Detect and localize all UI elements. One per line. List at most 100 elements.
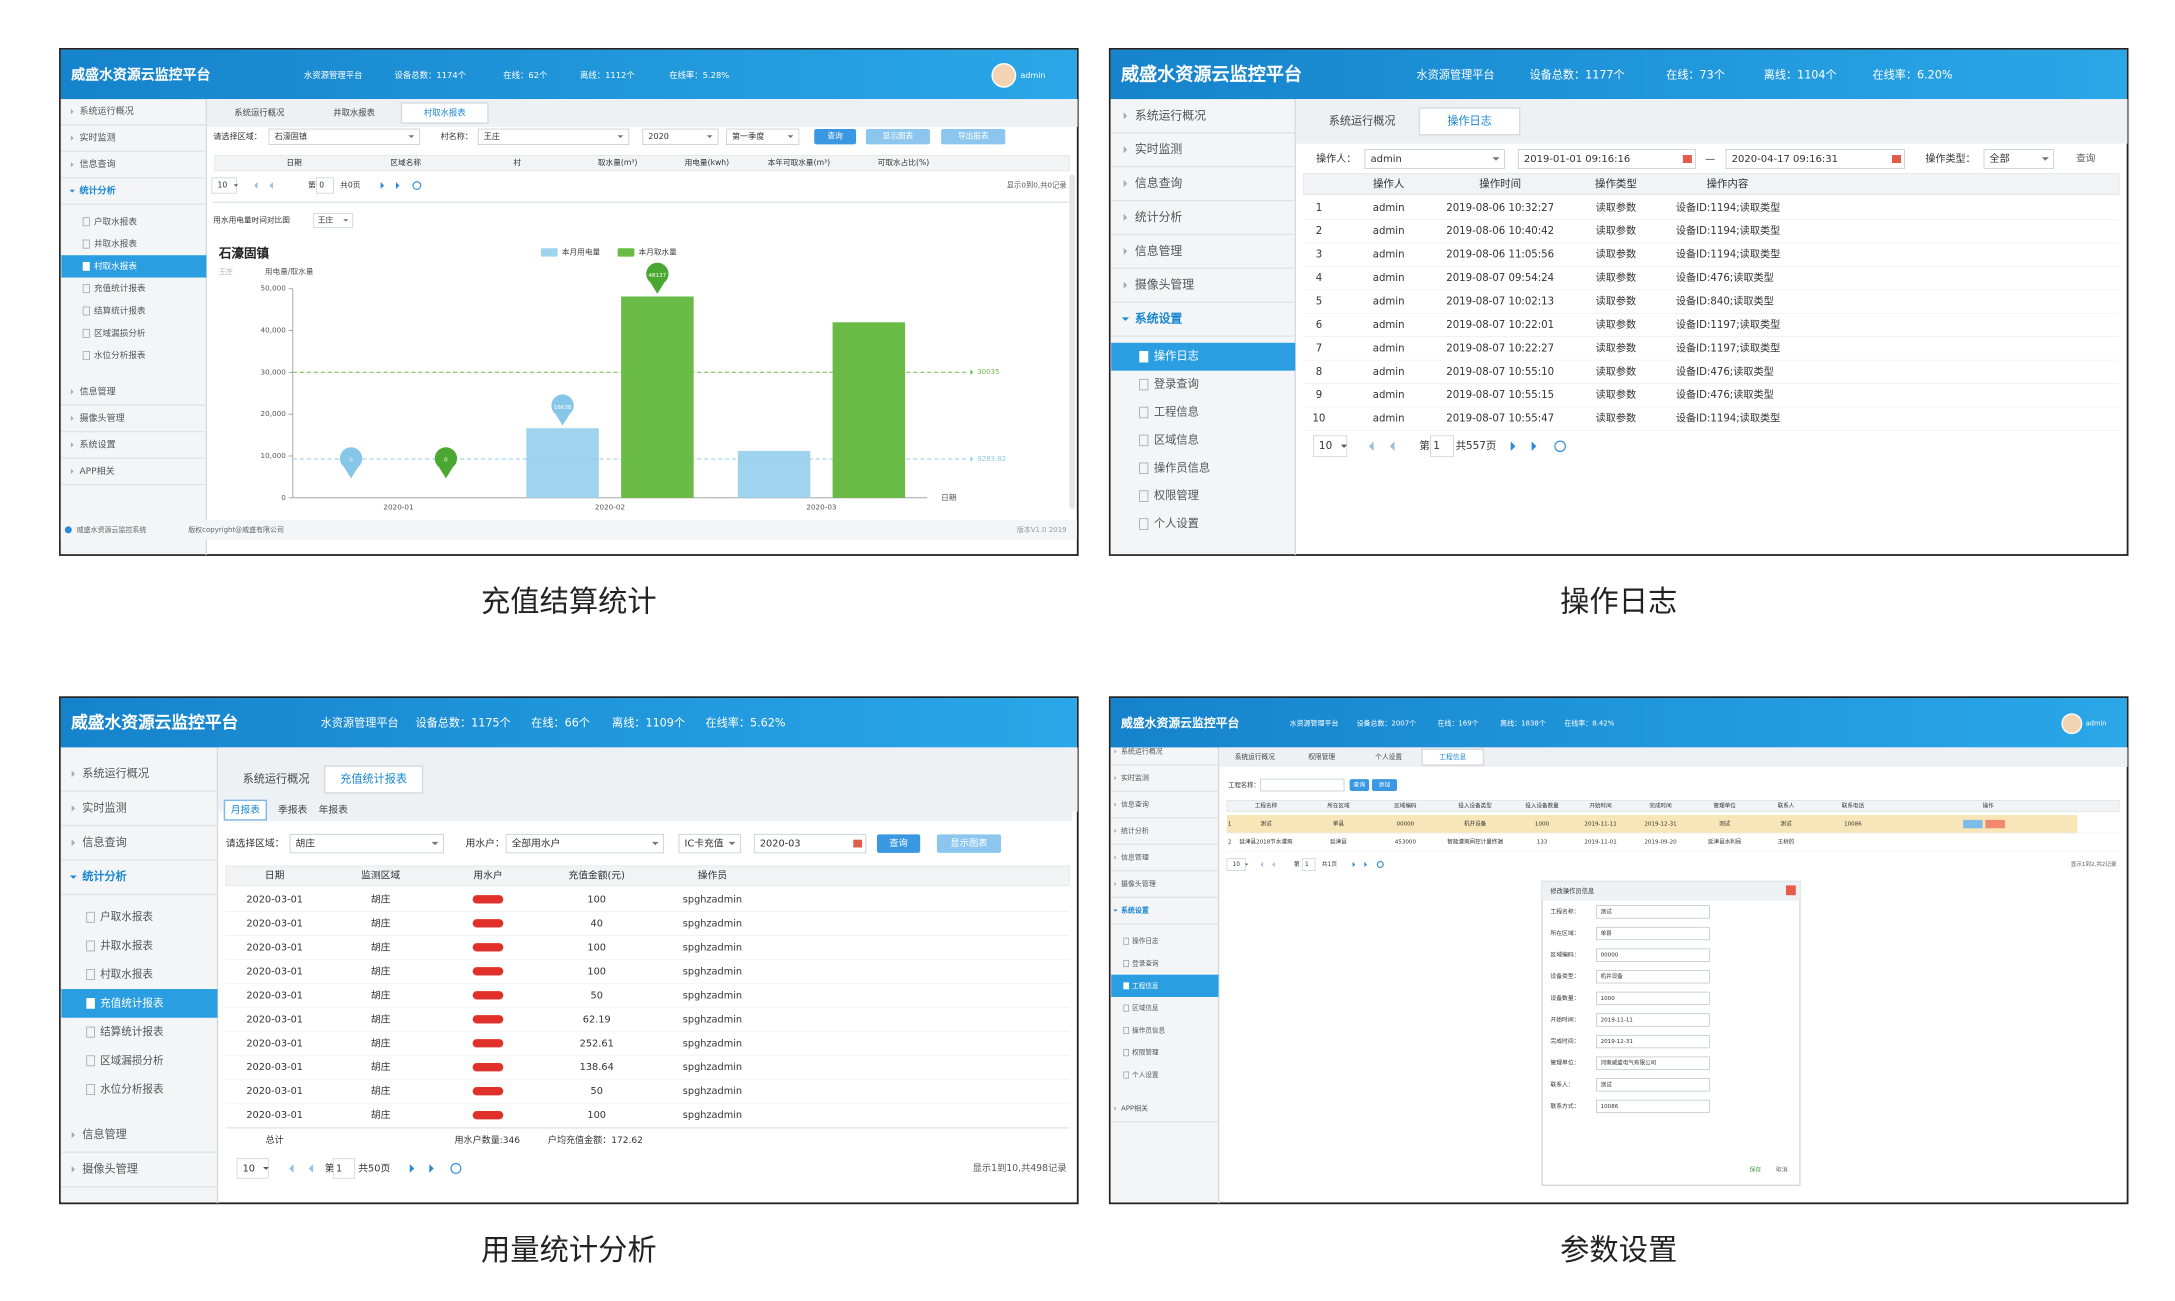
button-label[interactable]: 查询 xyxy=(827,131,843,141)
nav-item[interactable]: 信息查询 xyxy=(1135,176,1183,190)
nav-subitem[interactable]: 户取水报表 xyxy=(94,215,137,227)
nav-subitem[interactable]: 井取水报表 xyxy=(100,939,153,952)
nav-subitem[interactable]: 充值统计报表 xyxy=(94,282,146,294)
refresh-icon[interactable] xyxy=(1376,861,1384,869)
form-input[interactable] xyxy=(1596,1078,1710,1092)
nav-subitem[interactable]: 个人设置 xyxy=(1132,1070,1159,1079)
subtab-label[interactable]: 季报表 xyxy=(278,803,307,816)
input-value[interactable]: 2020-03 xyxy=(760,839,801,850)
nav-subitem[interactable]: 区域信息 xyxy=(1132,1003,1159,1012)
page-number[interactable]: 0 xyxy=(319,181,324,190)
select-value[interactable]: 石濠固镇 xyxy=(275,131,307,141)
edit-button[interactable] xyxy=(1963,819,1983,829)
nav-item[interactable]: 系统设置 xyxy=(1121,906,1149,915)
select-value[interactable]: IC卡充值 xyxy=(685,837,724,850)
nav-item[interactable]: 摄像头管理 xyxy=(82,1161,138,1175)
tab-label[interactable]: 工程信息 xyxy=(1439,752,1466,761)
nav-subitem[interactable]: 区域漏损分析 xyxy=(94,327,146,339)
subtab-label[interactable]: 年报表 xyxy=(319,803,348,816)
select-box[interactable] xyxy=(725,128,800,145)
nav-subitem[interactable]: 登录查询 xyxy=(1132,959,1159,968)
nav-item[interactable]: 实时监测 xyxy=(79,132,115,144)
select-value[interactable]: 全部用水户 xyxy=(512,837,561,850)
input-value[interactable]: 2020-04-17 09:16:31 xyxy=(1732,154,1838,165)
button-label[interactable]: 查询 xyxy=(889,837,908,849)
form-value[interactable]: 10086 xyxy=(1601,1104,1619,1110)
select-box[interactable] xyxy=(289,833,444,854)
tab[interactable] xyxy=(1224,749,1286,766)
page-size[interactable]: 10 xyxy=(1233,862,1241,868)
refresh-icon[interactable] xyxy=(412,181,422,190)
select-value[interactable]: 2020 xyxy=(648,131,669,141)
form-value[interactable]: 1000 xyxy=(1601,996,1616,1002)
input-box[interactable] xyxy=(1517,149,1696,169)
nav-item[interactable]: 摄像头管理 xyxy=(1121,879,1156,888)
input-box[interactable] xyxy=(1259,778,1345,792)
button[interactable] xyxy=(865,129,930,145)
refresh-icon[interactable] xyxy=(1554,440,1566,453)
page-number[interactable]: 1 xyxy=(1305,862,1309,868)
form-value[interactable]: 2019-12-31 xyxy=(1601,1039,1634,1045)
button-label[interactable]: 查询 xyxy=(2076,153,2095,165)
tab[interactable] xyxy=(216,102,303,124)
nav-item[interactable]: 系统设置 xyxy=(79,438,115,450)
nav-item[interactable]: 统计分析 xyxy=(1135,210,1183,224)
select-box[interactable] xyxy=(477,128,630,145)
tab[interactable] xyxy=(324,765,424,794)
form-value[interactable]: 测试 xyxy=(1601,907,1613,915)
nav-item[interactable]: 系统运行概况 xyxy=(79,105,133,117)
nav-subitem[interactable]: 工程信息 xyxy=(1154,405,1199,419)
button[interactable] xyxy=(876,834,921,853)
nav-subitem[interactable]: 结算统计报表 xyxy=(100,1025,164,1038)
page-input[interactable] xyxy=(1430,435,1454,458)
page-number[interactable]: 1 xyxy=(1433,440,1440,452)
select-value[interactable]: 第一季度 xyxy=(732,131,764,141)
page-size[interactable]: 10 xyxy=(1319,440,1332,452)
nav-item[interactable]: 信息管理 xyxy=(1121,853,1149,862)
select-box[interactable] xyxy=(678,833,741,854)
nav-item[interactable]: 系统运行概况 xyxy=(1135,108,1206,122)
nav-subitem[interactable]: 井取水报表 xyxy=(94,238,137,250)
form-value[interactable]: 00000 xyxy=(1601,953,1619,959)
page-input[interactable] xyxy=(332,1158,356,1179)
button[interactable] xyxy=(814,129,857,145)
form-value[interactable]: 测试 xyxy=(1601,1080,1613,1088)
tab-label[interactable]: 系统运行概况 xyxy=(234,108,285,118)
tab-label[interactable]: 充值统计报表 xyxy=(340,771,407,785)
nav-subitem[interactable]: 操作员信息 xyxy=(1132,1025,1165,1034)
form-input[interactable] xyxy=(1596,948,1710,962)
button[interactable] xyxy=(1371,779,1398,792)
select-value[interactable]: 王庄 xyxy=(318,214,334,224)
page-size[interactable]: 10 xyxy=(243,1163,255,1174)
tab-label[interactable]: 井取水报表 xyxy=(333,108,375,118)
nav-subitem[interactable]: 户取水报表 xyxy=(100,910,153,923)
nav-item[interactable]: 实时监测 xyxy=(1121,773,1149,782)
nav-item[interactable]: 实时监测 xyxy=(82,800,127,814)
nav-subitem[interactable]: 结算统计报表 xyxy=(94,305,146,317)
dialog-button[interactable]: 取消 xyxy=(1776,1165,1788,1173)
nav-subitem[interactable]: 区域信息 xyxy=(1154,432,1199,446)
form-input[interactable] xyxy=(1596,905,1710,919)
tab-label[interactable]: 权限管理 xyxy=(1308,752,1335,761)
nav-item[interactable]: 信息查询 xyxy=(1121,800,1149,809)
tab[interactable] xyxy=(1357,749,1420,766)
select-box[interactable] xyxy=(268,128,421,145)
form-input[interactable] xyxy=(1596,1099,1710,1114)
page-input[interactable] xyxy=(1301,858,1316,871)
nav-item[interactable]: 实时监测 xyxy=(1135,142,1182,156)
nav-item[interactable]: 信息查询 xyxy=(79,158,115,170)
tab-label[interactable]: 操作日志 xyxy=(1447,113,1492,127)
page-size-select[interactable] xyxy=(236,1158,269,1179)
form-input[interactable] xyxy=(1596,1056,1710,1070)
nav-subitem[interactable]: 操作日志 xyxy=(1154,349,1199,363)
nav-item[interactable]: 统计分析 xyxy=(82,869,127,883)
input-value[interactable]: 2019-01-01 09:16:16 xyxy=(1524,154,1630,165)
button-label[interactable]: 显示图表 xyxy=(883,131,914,141)
tab[interactable] xyxy=(400,102,489,124)
button-label[interactable]: 查询 xyxy=(1353,781,1365,789)
select-box[interactable] xyxy=(313,213,354,228)
nav-subitem[interactable]: 充值统计报表 xyxy=(100,996,164,1009)
nav-subitem[interactable]: 权限管理 xyxy=(1132,1048,1159,1057)
form-input[interactable] xyxy=(1596,1013,1710,1027)
dialog-button[interactable]: 保存 xyxy=(1749,1165,1761,1173)
